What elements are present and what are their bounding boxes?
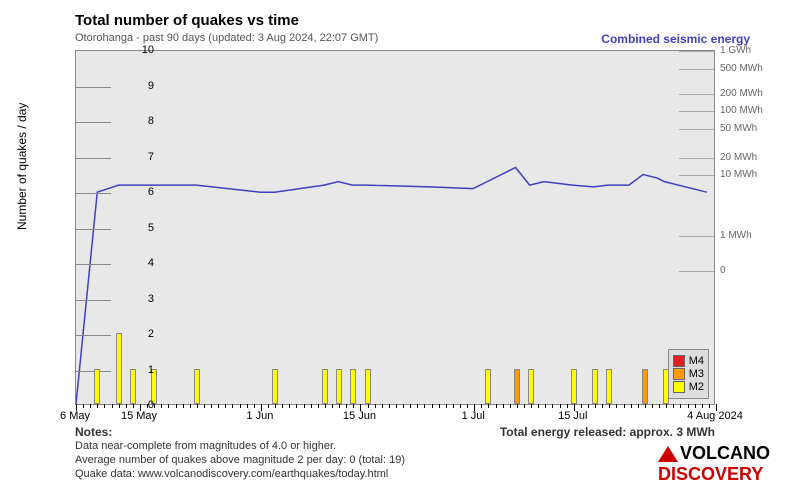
legend-label: M2 <box>689 381 704 393</box>
plot-area: M4M3M2 <box>75 50 715 405</box>
quake-bar <box>336 369 342 405</box>
y-tick-left: 8 <box>134 115 154 127</box>
y-tick-right: 1 GWh <box>720 45 751 56</box>
y-tick-right: 20 MWh <box>720 152 757 163</box>
legend-swatch <box>673 368 685 380</box>
x-tick-label: 15 May <box>121 410 157 422</box>
y-tick-right: 50 MWh <box>720 123 757 134</box>
y-tick-left: 9 <box>134 80 154 92</box>
quake-bar <box>485 369 491 405</box>
legend-item: M4 <box>673 355 704 367</box>
y-tick-left: 3 <box>134 293 154 305</box>
legend-swatch <box>673 355 685 367</box>
chart-title: Total number of quakes vs time <box>75 12 299 29</box>
notes-line: Average number of quakes above magnitude… <box>75 454 405 466</box>
quake-bar <box>194 369 200 405</box>
chart-container: Total number of quakes vs time Otorohang… <box>0 0 800 500</box>
y-tick-left: 2 <box>134 328 154 340</box>
y-tick-left: 10 <box>134 44 154 56</box>
x-tick-label: 15 Jun <box>343 410 376 422</box>
energy-line <box>76 51 714 404</box>
logo-text-2: DISCOVERY <box>658 464 763 484</box>
legend-item: M2 <box>673 381 704 393</box>
notes-line: Quake data: www.volcanodiscovery.com/ear… <box>75 468 388 480</box>
quake-bar <box>528 369 534 405</box>
quake-bar <box>272 369 278 405</box>
quake-bar <box>571 369 577 405</box>
quake-bar <box>606 369 612 405</box>
legend-swatch <box>673 381 685 393</box>
y-tick-right: 0 <box>720 265 726 276</box>
logo-text-1: VOLCANO <box>680 443 770 463</box>
y-tick-left: 6 <box>134 186 154 198</box>
legend-item: M3 <box>673 368 704 380</box>
chart-subtitle: Otorohanga - past 90 days (updated: 3 Au… <box>75 32 378 44</box>
quake-bar <box>322 369 328 405</box>
notes-line: Data near-complete from magnitudes of 4.… <box>75 440 336 452</box>
quake-bar <box>365 369 371 405</box>
y-tick-left: 1 <box>134 364 154 376</box>
legend-label: M4 <box>689 355 704 367</box>
quake-bar <box>350 369 356 405</box>
notes-heading: Notes: <box>75 425 112 439</box>
x-tick-label: 1 Jun <box>246 410 273 422</box>
magnitude-legend: M4M3M2 <box>668 349 709 399</box>
quake-bar <box>94 369 100 405</box>
y-tick-right: 1 MWh <box>720 230 752 241</box>
y-tick-right: 500 MWh <box>720 63 763 74</box>
x-tick-label: 4 Aug 2024 <box>687 410 743 422</box>
y-tick-left: 5 <box>134 222 154 234</box>
x-tick-label: 1 Jul <box>462 410 485 422</box>
y-axis-left-label: Number of quakes / day <box>15 103 29 230</box>
volcano-discovery-logo: VOLCANO DISCOVERY <box>658 443 770 485</box>
legend-label: M3 <box>689 368 704 380</box>
volcano-icon <box>658 446 678 462</box>
x-tick-label: 6 May <box>60 410 90 422</box>
right-axis-title: Combined seismic energy <box>601 32 750 46</box>
quake-bar <box>592 369 598 405</box>
quake-bar <box>116 333 122 404</box>
quake-bar <box>514 369 520 405</box>
quake-bar <box>663 369 669 405</box>
y-tick-left: 4 <box>134 257 154 269</box>
y-tick-right: 10 MWh <box>720 169 757 180</box>
y-tick-right: 100 MWh <box>720 105 763 116</box>
y-tick-left: 7 <box>134 151 154 163</box>
total-energy-text: Total energy released: approx. 3 MWh <box>500 425 715 439</box>
y-tick-right: 200 MWh <box>720 88 763 99</box>
x-tick-label: 15 Jul <box>558 410 587 422</box>
quake-bar <box>642 369 648 405</box>
